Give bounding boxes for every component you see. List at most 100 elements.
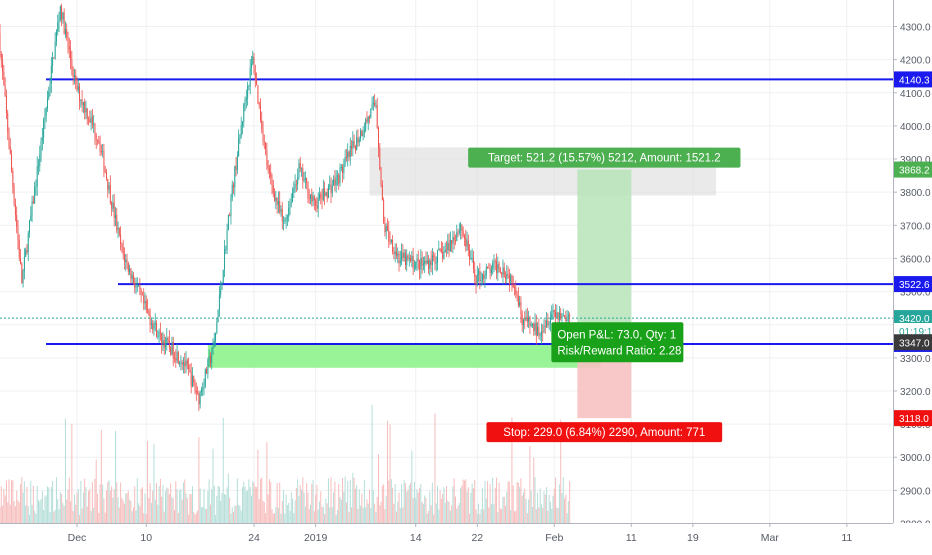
candle-body bbox=[80, 99, 82, 101]
volume-bar bbox=[490, 503, 492, 523]
volume-bar bbox=[392, 487, 394, 523]
volume-bar bbox=[512, 485, 514, 523]
volume-bar bbox=[173, 510, 175, 523]
volume-bar bbox=[166, 487, 168, 523]
volume-bar bbox=[64, 418, 66, 523]
candle-body bbox=[537, 326, 539, 336]
candle-body bbox=[338, 175, 340, 184]
candle-body bbox=[451, 240, 453, 244]
candle-body bbox=[361, 130, 363, 137]
candle-body bbox=[415, 262, 417, 269]
volume-bar bbox=[154, 499, 156, 523]
candle-body bbox=[555, 311, 557, 318]
candle-body bbox=[421, 257, 423, 266]
candle-body bbox=[447, 242, 449, 251]
volume-bar bbox=[411, 450, 413, 523]
volume-bar bbox=[356, 485, 358, 523]
volume-bar bbox=[420, 483, 422, 523]
volume-bar bbox=[189, 494, 191, 523]
volume-bar bbox=[136, 478, 138, 523]
candle-body bbox=[102, 151, 104, 152]
candle-body bbox=[63, 12, 65, 34]
candle-body bbox=[452, 236, 454, 244]
volume-bar bbox=[191, 486, 193, 523]
horizontal-levels[interactable] bbox=[0, 78, 893, 345]
volume-bar bbox=[312, 479, 314, 523]
volume-bar bbox=[439, 490, 441, 523]
volume-bar bbox=[70, 501, 72, 523]
volume-bar bbox=[560, 419, 562, 523]
candle-body bbox=[390, 239, 392, 242]
candle-body bbox=[565, 317, 567, 321]
candle-body bbox=[410, 257, 412, 261]
candle-body bbox=[211, 354, 213, 364]
candle-body bbox=[18, 240, 20, 258]
candle-body bbox=[59, 6, 61, 20]
volume-bars bbox=[0, 404, 571, 523]
candle-body bbox=[457, 232, 459, 234]
volume-bar bbox=[159, 478, 161, 523]
volume-bar bbox=[476, 513, 478, 523]
volume-bar bbox=[283, 489, 285, 523]
candle-body bbox=[156, 323, 158, 338]
volume-bar bbox=[472, 488, 474, 523]
candle-body bbox=[197, 392, 199, 394]
volume-bar bbox=[204, 508, 206, 523]
volume-bar bbox=[443, 487, 445, 523]
volume-bar bbox=[48, 487, 50, 523]
volume-bar bbox=[325, 498, 327, 523]
volume-bar bbox=[277, 507, 279, 523]
volume-bar bbox=[120, 482, 122, 523]
volume-bar bbox=[202, 506, 204, 523]
volume-bar bbox=[177, 512, 179, 523]
volume-bar bbox=[437, 485, 439, 523]
volume-bar bbox=[384, 509, 386, 523]
volume-bar bbox=[97, 493, 99, 523]
volume-bar bbox=[401, 484, 403, 523]
candle-body bbox=[520, 302, 522, 315]
y-tick-label: 3500.0 bbox=[900, 288, 931, 299]
candle-body bbox=[470, 257, 472, 260]
volume-bar bbox=[81, 508, 83, 523]
candle-body bbox=[538, 326, 540, 336]
candle-body bbox=[71, 59, 73, 69]
volume-bar bbox=[61, 493, 63, 523]
candle-body bbox=[329, 184, 331, 187]
candle-body bbox=[446, 250, 447, 251]
volume-bar bbox=[229, 498, 231, 523]
volume-bar bbox=[54, 509, 56, 523]
volume-bar bbox=[329, 507, 331, 523]
volume-bar bbox=[360, 505, 362, 523]
volume-bar bbox=[46, 486, 48, 523]
candle-body bbox=[34, 186, 36, 204]
candle-body bbox=[375, 105, 377, 106]
candle-body bbox=[424, 260, 426, 264]
candle-body bbox=[501, 272, 503, 275]
volume-bar bbox=[55, 477, 57, 523]
volume-bar bbox=[510, 509, 512, 523]
candle-body bbox=[311, 194, 313, 202]
candle-body bbox=[322, 188, 324, 200]
volume-bar bbox=[546, 487, 548, 523]
volume-bar bbox=[285, 494, 287, 523]
volume-bar bbox=[271, 509, 273, 523]
volume-bar bbox=[369, 489, 371, 523]
candle-body bbox=[107, 178, 109, 190]
volume-bar bbox=[103, 498, 105, 523]
x-tick-label: 22 bbox=[471, 532, 483, 544]
candle-body bbox=[496, 261, 498, 273]
position-labels: Target: 521.2 (15.57%) 5212, Amount: 152… bbox=[468, 147, 741, 443]
volume-bar bbox=[165, 491, 167, 523]
candle-body bbox=[324, 188, 326, 196]
price-tag-stop: 3118.0 bbox=[894, 410, 932, 427]
candle-body bbox=[167, 337, 169, 340]
candle-body bbox=[318, 194, 320, 199]
candle-body bbox=[62, 12, 64, 20]
volume-bar bbox=[561, 493, 563, 523]
candle-body bbox=[207, 359, 209, 374]
volume-bar bbox=[390, 479, 392, 523]
candle-body bbox=[190, 372, 192, 387]
candle-body bbox=[61, 6, 63, 20]
